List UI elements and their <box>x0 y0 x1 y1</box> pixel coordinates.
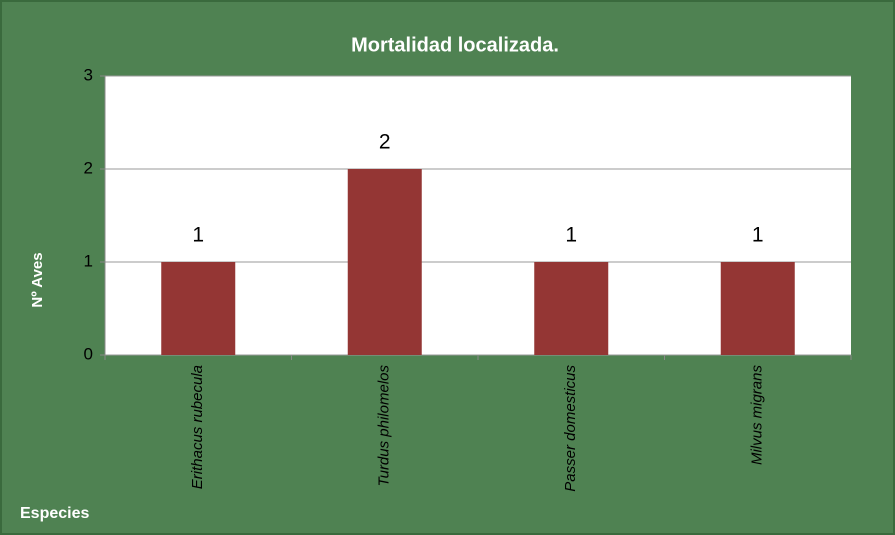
bar <box>347 169 422 355</box>
data-label: 1 <box>752 224 764 247</box>
x-tick-label: Erithacus rubecula <box>189 365 206 489</box>
y-tick-label: 3 <box>84 65 93 84</box>
x-tick-label: Passer domesticus <box>562 365 579 492</box>
x-tick-label: Turdus philomelos <box>376 365 393 487</box>
chart-title: Mortalidad localizada. <box>351 34 559 56</box>
y-axis-label: Nº Aves <box>29 252 46 307</box>
x-tick-label: Milvus migrans <box>749 365 766 466</box>
y-tick-label: 1 <box>84 251 93 270</box>
data-label: 1 <box>565 224 577 247</box>
bar <box>534 262 609 355</box>
y-tick-label: 0 <box>84 344 93 363</box>
bar <box>720 262 795 355</box>
data-label: 2 <box>379 131 391 154</box>
y-tick-label: 2 <box>84 158 93 177</box>
data-label: 1 <box>192 224 204 247</box>
bar <box>161 262 236 355</box>
x-axis-label: Especies <box>20 505 89 522</box>
